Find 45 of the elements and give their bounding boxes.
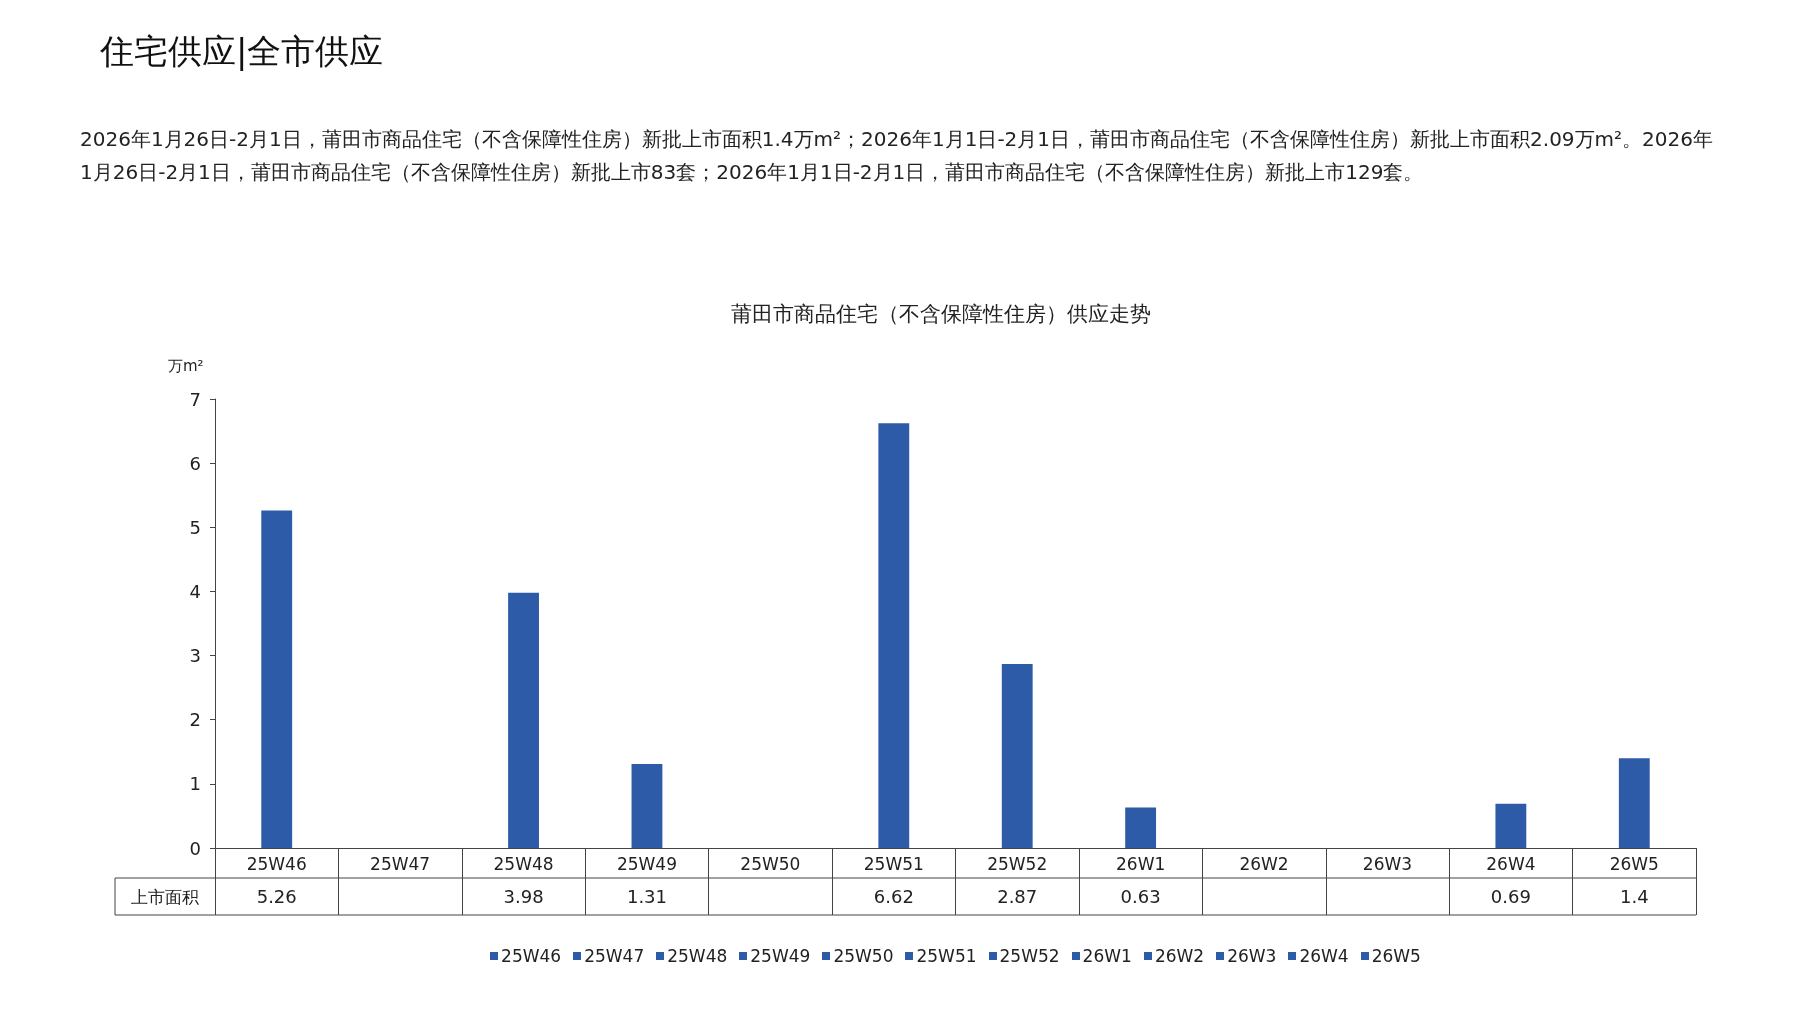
y-tick-label: 1 — [189, 773, 201, 795]
y-tick-label: 2 — [189, 709, 201, 731]
y-tick-label: 4 — [189, 580, 201, 602]
category-label: 25W52 — [999, 946, 1060, 966]
category-label: 26W1 — [1082, 946, 1132, 966]
x-tick-label: 25W50 — [740, 853, 801, 874]
y-tick-label: 6 — [189, 452, 201, 474]
category-label: 26W4 — [1299, 946, 1349, 966]
data-label: 2.87 — [997, 886, 1038, 907]
data-label: 1.31 — [626, 886, 667, 907]
data-label: 3.98 — [503, 886, 544, 907]
data-label: 0.69 — [1490, 886, 1531, 907]
category-label: 25W46 — [501, 946, 562, 966]
x-tick-label: 25W51 — [863, 853, 924, 874]
y-tick-label: 7 — [189, 388, 201, 410]
y-tick-label: 0 — [189, 837, 201, 859]
y-axis-title: 万m² — [168, 356, 204, 375]
data-label: 6.62 — [873, 886, 914, 907]
x-tick-label: 25W49 — [616, 853, 677, 874]
data-label: 0.63 — [1120, 886, 1161, 907]
y-tick-label: 3 — [189, 645, 201, 667]
text: 住宅供应|全市供应 — [99, 31, 384, 71]
text: 上市面积 — [131, 886, 199, 907]
x-tick-label: 26W1 — [1115, 853, 1166, 874]
category-label: 26W2 — [1154, 946, 1205, 966]
text: 2026年1月26日-2月1日，莆田市商品住宅（不含保障性住房）新批上市面积1.4万m²；2026年1月1日-2月1日，莆田市商品住宅（不含保障性住房）新批上市面积2.09万m²。2026年1月26日-2月1日，莆田市商品住宅（不含保障性住房）新批上市83套；2026年1月1日-2月1日，莆田市商品住宅（不含保障性住房）新批上市129套。 — [80, 126, 1713, 184]
x-tick-label: 25W52 — [987, 853, 1048, 874]
category-label: 25W50 — [833, 946, 894, 966]
category-label: 25W47 — [584, 946, 645, 966]
y-tick-label: 5 — [189, 516, 201, 538]
x-tick-label: 26W4 — [1486, 853, 1536, 874]
data-label: 5.26 — [256, 886, 297, 907]
chart-title: 莆田市商品住宅（不含保障性住房）供应走势 — [730, 301, 1151, 326]
category-label: 26W3 — [1227, 946, 1277, 966]
x-tick-label: 25W46 — [246, 853, 307, 874]
category-label: 25W51 — [916, 946, 977, 966]
category-label: 26W5 — [1371, 946, 1421, 966]
x-tick-label: 26W3 — [1362, 853, 1413, 874]
data-label: 1.4 — [1619, 886, 1649, 907]
x-tick-label: 25W48 — [493, 853, 554, 874]
x-tick-label: 25W47 — [370, 853, 431, 874]
x-tick-label: 26W5 — [1609, 853, 1659, 874]
x-tick-label: 26W2 — [1239, 853, 1289, 874]
category-label: 25W48 — [667, 946, 728, 966]
category-label: 25W49 — [750, 946, 811, 966]
